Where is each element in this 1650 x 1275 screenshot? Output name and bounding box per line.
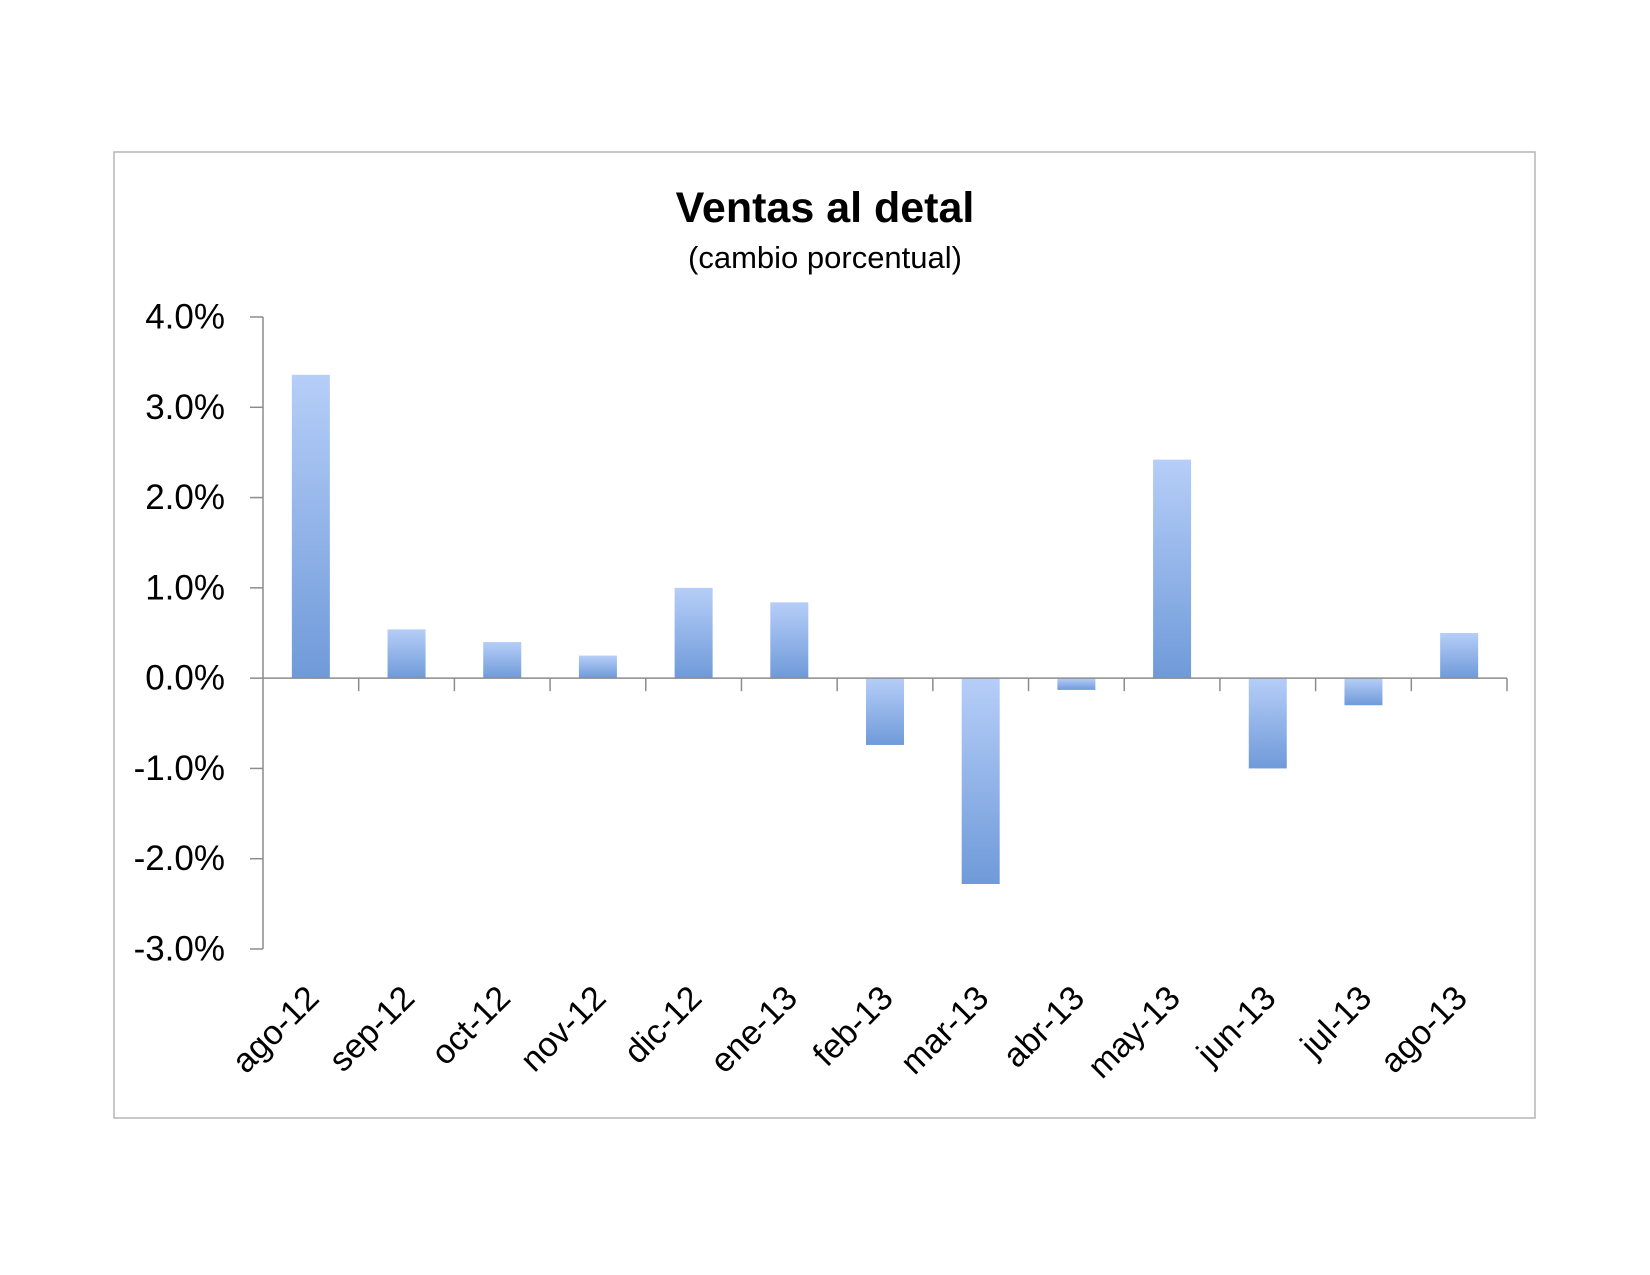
bar-may-13 (1153, 459, 1192, 679)
y-tick-label: -1.0% (134, 749, 225, 788)
bar-oct-12 (483, 642, 522, 679)
y-tick-label: 2.0% (145, 478, 225, 517)
y-tick-label: 0.0% (145, 659, 225, 698)
chart-title: Ventas al detal (676, 184, 975, 232)
bar-sep-12 (387, 629, 426, 679)
y-tick-label: 3.0% (145, 388, 225, 427)
y-axis-ticks: 4.0% 3.0% 2.0% 1.0% 0.0% -1.0% -2.0% -3.0% (134, 298, 263, 969)
y-tick-label: -2.0% (134, 839, 225, 878)
y-tick-label: -3.0% (134, 930, 225, 969)
bar-dic-12 (674, 587, 713, 679)
bar-jul-13 (1344, 678, 1383, 706)
chart-subtitle: (cambio porcentual) (688, 240, 962, 275)
bar-mar-13 (961, 678, 1000, 884)
bar-ago-13 (1440, 633, 1479, 679)
bar-jun-13 (1248, 678, 1287, 769)
y-tick-label: 1.0% (145, 568, 225, 607)
bar-abr-13 (1057, 678, 1096, 690)
bar-ago-12 (291, 374, 330, 679)
bar-ene-13 (770, 602, 809, 679)
y-tick-label: 4.0% (145, 298, 225, 337)
bars-group (291, 374, 1479, 884)
chart-frame (113, 151, 1536, 1119)
axes-group (262, 317, 1507, 949)
bar-feb-13 (866, 678, 904, 745)
bar-nov-12 (578, 655, 617, 679)
